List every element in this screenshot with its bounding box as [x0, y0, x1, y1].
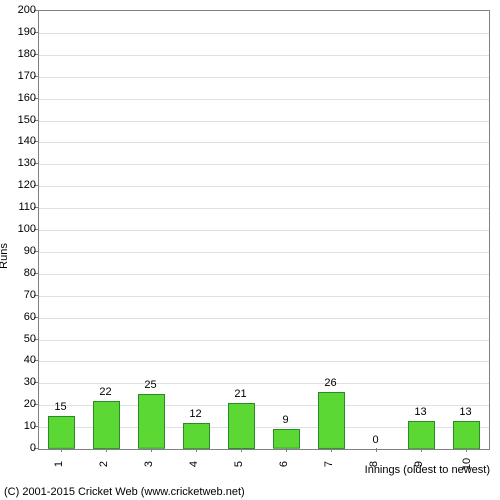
- x-tick-label: 10: [461, 458, 473, 470]
- gridline: [39, 361, 489, 362]
- bar-value-label: 25: [144, 379, 156, 391]
- bar-value-label: 26: [324, 377, 336, 389]
- x-tick: [421, 448, 422, 452]
- y-tick-label: 20: [24, 398, 36, 410]
- bar: [228, 403, 255, 449]
- y-tick-label: 90: [24, 245, 36, 257]
- gridline: [39, 186, 489, 187]
- gridline: [39, 164, 489, 165]
- plot-area: [38, 10, 490, 450]
- bar: [453, 421, 480, 449]
- x-tick: [106, 448, 107, 452]
- gridline: [39, 274, 489, 275]
- bar-value-label: 13: [459, 406, 471, 418]
- x-tick: [466, 448, 467, 452]
- y-tick-label: 120: [18, 179, 36, 191]
- y-tick-label: 130: [18, 157, 36, 169]
- y-tick-label: 100: [18, 223, 36, 235]
- x-tick: [376, 448, 377, 452]
- x-tick-label: 5: [233, 461, 245, 467]
- x-tick: [286, 448, 287, 452]
- bar: [93, 401, 120, 449]
- copyright-text: (C) 2001-2015 Cricket Web (www.cricketwe…: [4, 486, 245, 498]
- y-tick-label: 80: [24, 267, 36, 279]
- y-tick-label: 110: [18, 201, 36, 213]
- bar-value-label: 22: [99, 386, 111, 398]
- gridline: [39, 296, 489, 297]
- x-tick-label: 4: [188, 461, 200, 467]
- gridline: [39, 142, 489, 143]
- x-tick-label: 8: [368, 461, 380, 467]
- bar: [48, 416, 75, 449]
- y-tick-label: 60: [24, 311, 36, 323]
- gridline: [39, 318, 489, 319]
- chart-container: Runs Innings (oldest to newest) (C) 2001…: [0, 0, 500, 500]
- gridline: [39, 121, 489, 122]
- x-tick-label: 6: [278, 461, 290, 467]
- gridline: [39, 55, 489, 56]
- y-tick-label: 50: [24, 333, 36, 345]
- y-tick-label: 140: [18, 135, 36, 147]
- bar-value-label: 12: [189, 408, 201, 420]
- bar: [273, 429, 300, 449]
- bar-value-label: 21: [234, 388, 246, 400]
- y-tick-label: 0: [30, 442, 36, 454]
- x-tick-label: 1: [53, 461, 65, 467]
- x-tick: [241, 448, 242, 452]
- x-tick-label: 7: [323, 461, 335, 467]
- bar: [183, 423, 210, 449]
- gridline: [39, 208, 489, 209]
- bar-value-label: 13: [414, 406, 426, 418]
- x-tick: [61, 448, 62, 452]
- y-tick-label: 170: [18, 70, 36, 82]
- x-tick: [331, 448, 332, 452]
- bar: [408, 421, 435, 449]
- gridline: [39, 33, 489, 34]
- x-tick-label: 2: [98, 461, 110, 467]
- y-tick-label: 70: [24, 289, 36, 301]
- gridline: [39, 230, 489, 231]
- y-axis-label: Runs: [0, 243, 10, 269]
- bar-value-label: 0: [372, 434, 378, 446]
- gridline: [39, 99, 489, 100]
- y-tick-label: 160: [18, 92, 36, 104]
- y-tick-label: 150: [18, 114, 36, 126]
- x-tick-label: 9: [413, 461, 425, 467]
- gridline: [39, 383, 489, 384]
- x-tick-label: 3: [143, 461, 155, 467]
- bar: [138, 394, 165, 449]
- y-tick-label: 40: [24, 354, 36, 366]
- gridline: [39, 77, 489, 78]
- y-tick-label: 180: [18, 48, 36, 60]
- bar-value-label: 9: [282, 414, 288, 426]
- x-tick: [196, 448, 197, 452]
- gridline: [39, 340, 489, 341]
- x-tick: [151, 448, 152, 452]
- y-tick-label: 10: [24, 420, 36, 432]
- y-tick-label: 30: [24, 376, 36, 388]
- bar-value-label: 15: [54, 401, 66, 413]
- y-tick-label: 190: [18, 26, 36, 38]
- bar: [318, 392, 345, 449]
- gridline: [39, 252, 489, 253]
- y-tick-label: 200: [18, 4, 36, 16]
